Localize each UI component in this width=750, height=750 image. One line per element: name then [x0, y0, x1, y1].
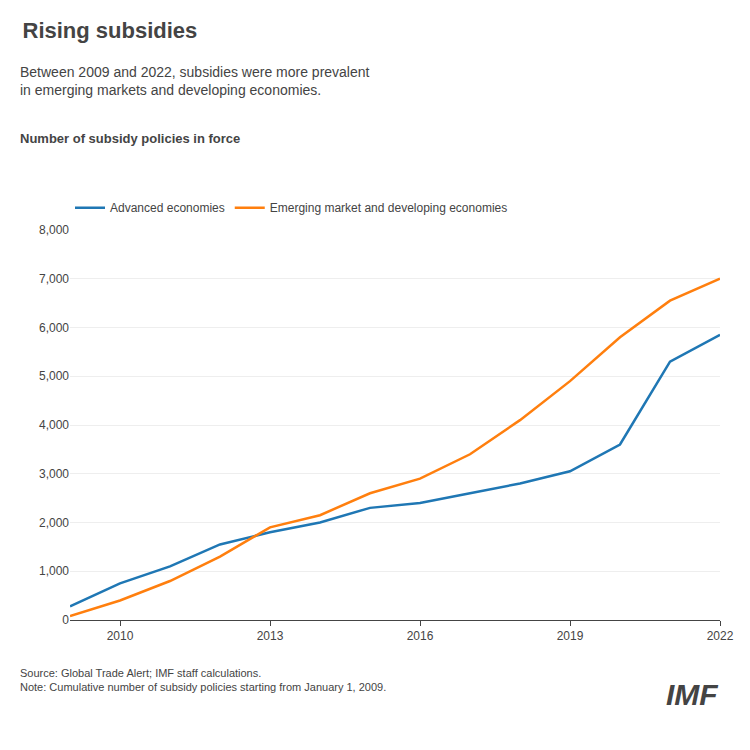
- svg-text:Emerging market and developing: Emerging market and developing economies: [270, 201, 507, 215]
- svg-text:6,000: 6,000: [39, 321, 69, 335]
- svg-text:7,000: 7,000: [39, 272, 69, 286]
- svg-text:0: 0: [62, 613, 69, 627]
- svg-text:Rising subsidies: Rising subsidies: [23, 18, 198, 43]
- svg-text:Advanced economies: Advanced economies: [110, 201, 225, 215]
- svg-text:Number of subsidy policies in: Number of subsidy policies in force: [20, 131, 240, 146]
- svg-text:2022: 2022: [707, 629, 734, 643]
- svg-text:Between 2009 and 2022, subsidi: Between 2009 and 2022, subsidies were mo…: [20, 64, 370, 98]
- svg-text:8,000: 8,000: [39, 223, 69, 237]
- svg-text:Source: Global Trade Alert; IM: Source: Global Trade Alert; IMF staff ca…: [20, 667, 386, 693]
- svg-text:4,000: 4,000: [39, 418, 69, 432]
- svg-text:5,000: 5,000: [39, 369, 69, 383]
- svg-text:2016: 2016: [407, 629, 434, 643]
- svg-text:2,000: 2,000: [39, 516, 69, 530]
- svg-text:IMF: IMF: [666, 678, 718, 711]
- svg-text:2010: 2010: [107, 629, 134, 643]
- svg-text:2019: 2019: [557, 629, 584, 643]
- svg-text:1,000: 1,000: [39, 564, 69, 578]
- svg-text:3,000: 3,000: [39, 467, 69, 481]
- svg-text:2013: 2013: [257, 629, 284, 643]
